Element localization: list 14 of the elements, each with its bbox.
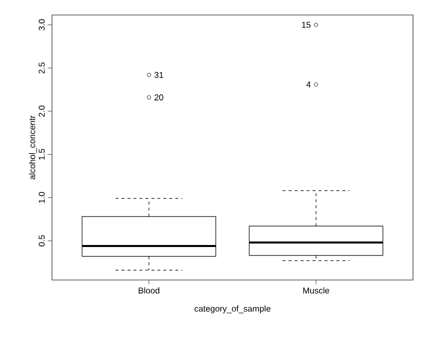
- y-tick-label: 0.5: [38, 235, 45, 246]
- x-axis-title: category_of_sample: [194, 305, 270, 314]
- x-tick-label: Muscle: [303, 287, 330, 294]
- annotation: 31: [154, 72, 164, 78]
- y-tick-label: 1.5: [38, 148, 45, 160]
- annotation: 15: [302, 22, 311, 28]
- y-axis-title: alcohol_concentr: [28, 116, 37, 180]
- y-tick-label: 1.0: [38, 192, 45, 203]
- y-tick-label: 2.5: [38, 62, 45, 74]
- x-tick-label: Blood: [138, 287, 160, 294]
- y-tick-label: 3.0: [38, 19, 45, 30]
- annotation: 20: [154, 94, 164, 100]
- annotation: 4: [306, 82, 311, 88]
- y-tick-label: 2.0: [38, 106, 45, 117]
